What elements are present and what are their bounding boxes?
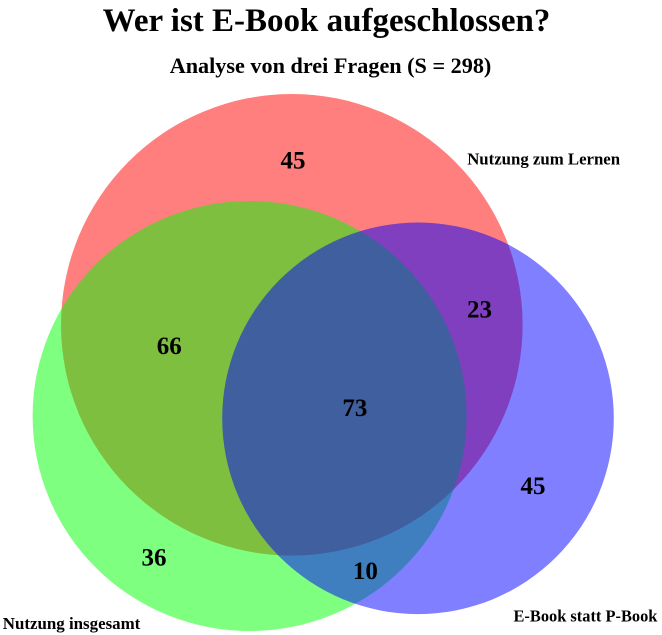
svg-text:Analyse von drei Fragen (S = 2: Analyse von drei Fragen (S = 298) — [170, 53, 492, 78]
svg-text:45: 45 — [521, 473, 546, 500]
svg-text:Wer ist E-Book aufgeschlossen?: Wer ist E-Book aufgeschlossen? — [103, 3, 551, 39]
svg-text:45: 45 — [281, 147, 306, 174]
svg-text:E-Book statt P-Book: E-Book statt P-Book — [514, 606, 659, 625]
svg-text:Nutzung insgesamt: Nutzung insgesamt — [3, 614, 141, 633]
svg-text:73: 73 — [342, 395, 367, 422]
svg-text:66: 66 — [157, 333, 182, 360]
svg-text:10: 10 — [353, 558, 378, 585]
svg-text:Nutzung zum Lernen: Nutzung zum Lernen — [467, 150, 621, 169]
svg-text:23: 23 — [467, 296, 492, 323]
svg-text:36: 36 — [142, 544, 167, 571]
